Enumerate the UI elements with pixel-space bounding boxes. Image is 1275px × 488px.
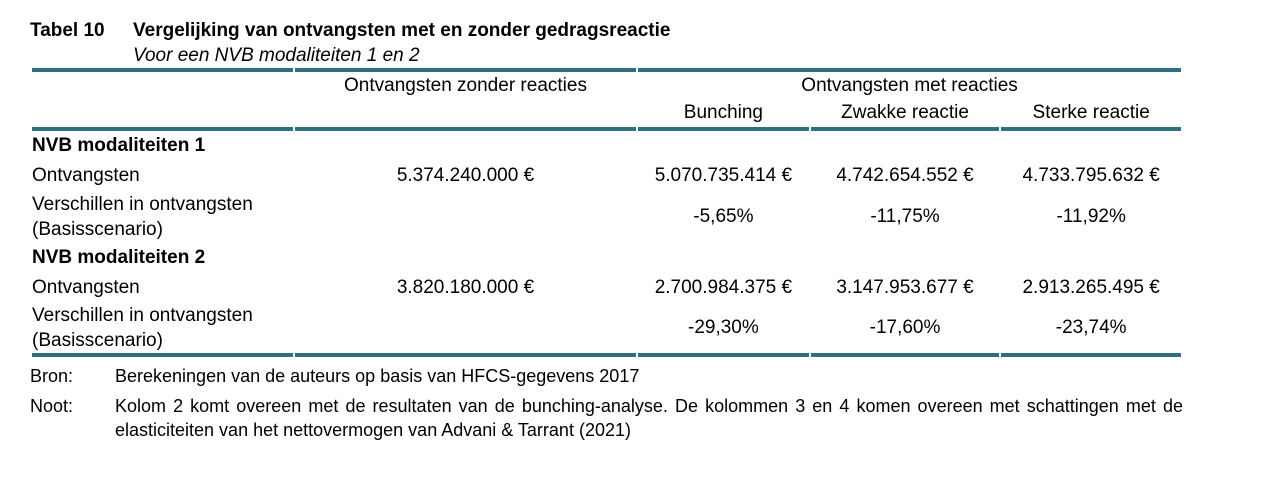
- cell-zwakke: -11,75%: [870, 206, 940, 227]
- cell-sterke: -23,74%: [1001, 303, 1181, 357]
- source-text: Berekeningen van de auteurs op basis van…: [115, 366, 640, 386]
- footnote-label: Noot:: [30, 396, 74, 416]
- header-empty-cell: [32, 68, 293, 99]
- header-zwakke-reactie: Zwakke reactie: [810, 99, 1000, 131]
- header-empty-cell: [294, 99, 637, 131]
- cell-zwakke: 4.742.654.552 €: [836, 165, 974, 186]
- data-table: Ontvangsten zonder reacties Ontvangsten …: [30, 68, 1183, 357]
- cell-bunching: -5,65%: [693, 206, 754, 227]
- table-subtitle: Voor een NVB modaliteiten 1 en 2: [133, 45, 420, 66]
- cell-zonder-empty: [295, 191, 636, 243]
- cell-sterke: -11,92%: [1056, 206, 1126, 227]
- row-label: Ontvangsten: [32, 277, 140, 298]
- document-page: Tabel 10 Vergelijking van ontvangsten me…: [0, 18, 1275, 488]
- cell-zwakke: 3.147.953.677 €: [836, 277, 974, 298]
- row-label: Ontvangsten: [32, 165, 140, 186]
- cell-sterke: 2.913.265.495 €: [1022, 277, 1160, 298]
- cell-bunching: -29,30%: [638, 303, 809, 357]
- footnote: Noot: Kolom 2 komt overeen met de result…: [30, 394, 1275, 442]
- section-title: NVB modaliteiten 2: [32, 247, 206, 268]
- section-title: NVB modaliteiten 1: [32, 135, 206, 156]
- row-label-lines: Verschillen in ontvangsten (Basisscenari…: [32, 192, 293, 242]
- header-met-reacties-group: Ontvangsten met reacties: [638, 68, 1181, 99]
- table-row-verschillen-nvb1: Verschillen in ontvangsten (Basisscenari…: [32, 191, 1181, 243]
- row-label-lines: Verschillen in ontvangsten (Basisscenari…: [32, 303, 293, 353]
- cell-zwakke: -17,60%: [810, 303, 1000, 357]
- cell-zonder: 3.820.180.000 €: [396, 277, 535, 298]
- cell-bunching: 5.070.735.414 €: [654, 165, 793, 186]
- header-zonder-reacties: Ontvangsten zonder reacties: [294, 68, 637, 99]
- row-label-line2: (Basisscenario): [32, 330, 163, 351]
- section-row-nvb2: NVB modaliteiten 2: [32, 243, 1181, 273]
- table-title-block: Tabel 10 Vergelijking van ontvangsten me…: [30, 18, 1275, 68]
- table-title-group: Vergelijking van ontvangsten met en zond…: [133, 18, 670, 68]
- header-row-sub: Bunching Zwakke reactie Sterke reactie: [32, 99, 1181, 131]
- row-label: Verschillen in ontvangsten (Basisscenari…: [32, 191, 293, 243]
- table-row-ontvangsten-nvb1: Ontvangsten 5.374.240.000 € 5.070.735.41…: [32, 161, 1181, 191]
- section-row-nvb1: NVB modaliteiten 1: [32, 131, 1181, 161]
- table-row-verschillen-nvb2: Verschillen in ontvangsten (Basisscenari…: [32, 303, 1181, 357]
- row-label-line2: (Basisscenario): [32, 219, 163, 240]
- row-label-line1: Verschillen in ontvangsten: [32, 305, 253, 326]
- table-number-label: Tabel 10: [30, 20, 105, 41]
- source-label: Bron:: [30, 366, 74, 386]
- source-note: Bron: Berekeningen van de auteurs op bas…: [30, 364, 1275, 388]
- table-row-ontvangsten-nvb2: Ontvangsten 3.820.180.000 € 2.700.984.37…: [32, 273, 1181, 303]
- header-bunching: Bunching: [638, 99, 809, 131]
- cell-zonder: 5.374.240.000 €: [396, 165, 535, 186]
- header-row-group: Ontvangsten zonder reacties Ontvangsten …: [32, 68, 1181, 99]
- cell-bunching: 2.700.984.375 €: [654, 277, 793, 298]
- row-label: Verschillen in ontvangsten (Basisscenari…: [32, 303, 293, 357]
- table-notes: Bron: Berekeningen van de auteurs op bas…: [30, 364, 1275, 442]
- cell-zonder-empty: [294, 303, 637, 357]
- footnote-text: Kolom 2 komt overeen met de resultaten v…: [115, 396, 1183, 440]
- header-empty-cell: [32, 99, 293, 131]
- cell-sterke: 4.733.795.632 €: [1022, 165, 1160, 186]
- row-label-line1: Verschillen in ontvangsten: [32, 194, 253, 215]
- table-title: Vergelijking van ontvangsten met en zond…: [133, 20, 671, 41]
- header-sterke-reactie: Sterke reactie: [1001, 99, 1181, 131]
